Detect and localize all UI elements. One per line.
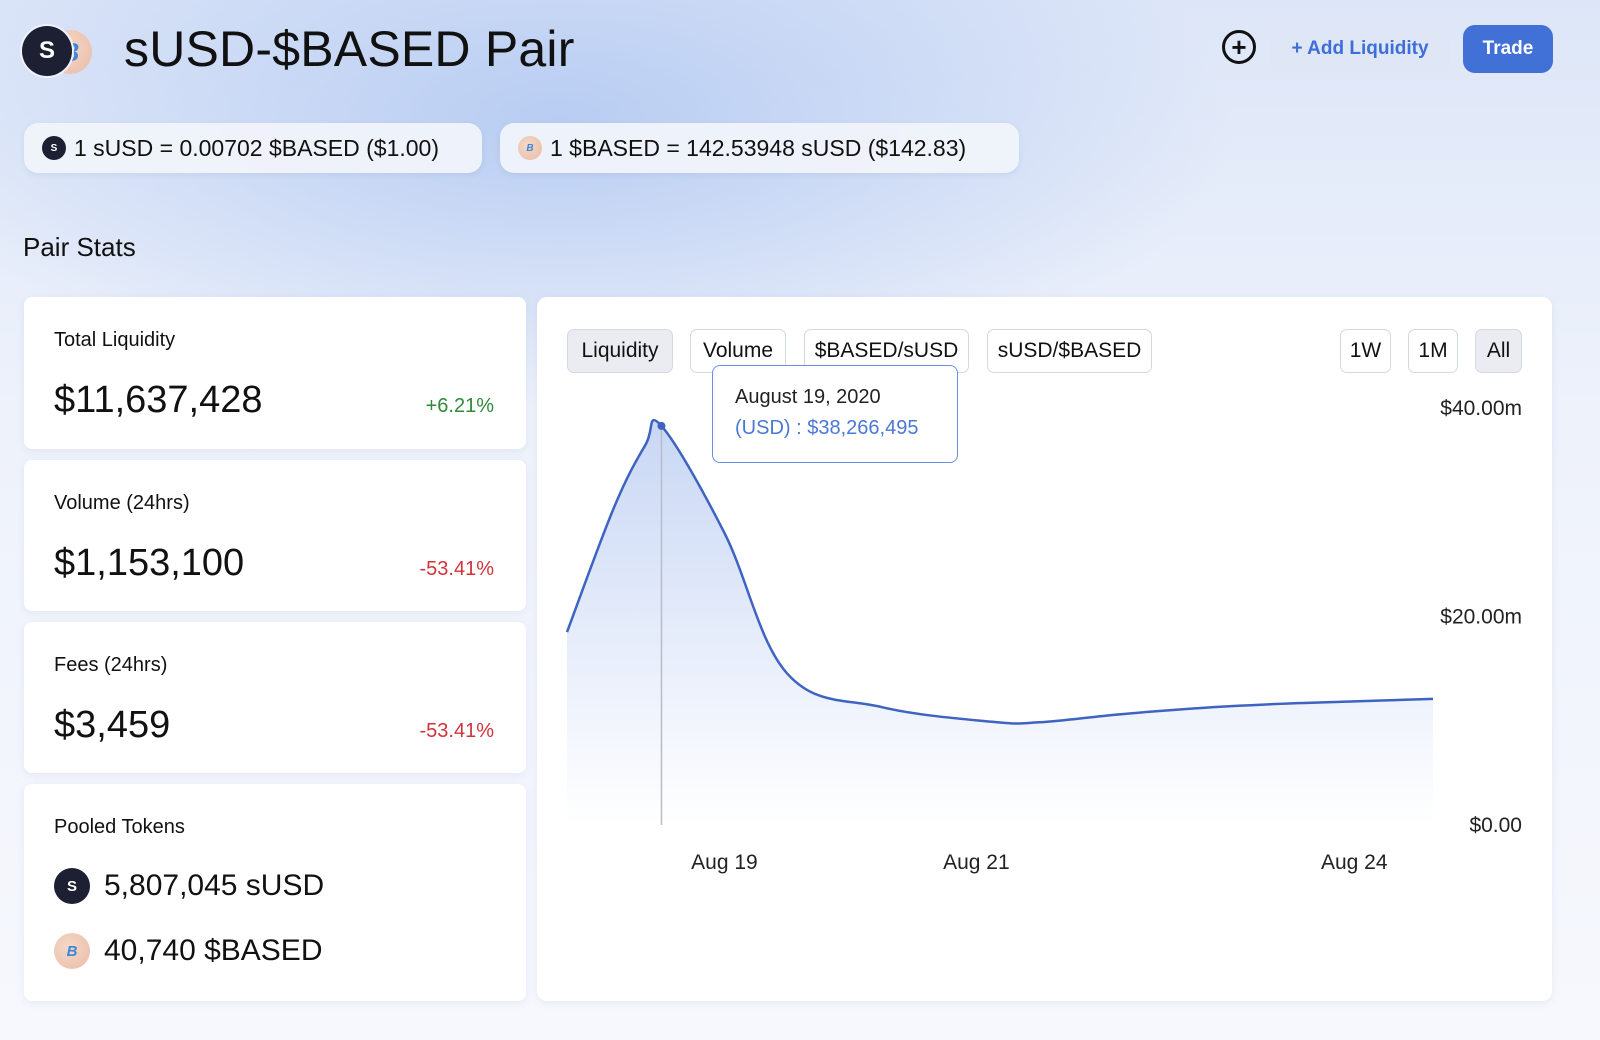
tooltip-date: August 19, 2020: [735, 386, 881, 408]
stat-change: +6.21%: [425, 395, 494, 417]
pooled-token-row: S 5,807,045 sUSD: [54, 868, 324, 904]
x-tick-label: Aug 21: [943, 851, 1010, 874]
hover-point: [657, 421, 666, 430]
stat-label: Volume (24hrs): [54, 492, 190, 514]
pooled-tokens-card: Pooled Tokens S 5,807,045 sUSD B 40,740 …: [24, 784, 526, 1001]
susd-token-icon: S: [22, 26, 72, 76]
y-tick-label: $20.00m: [1440, 605, 1522, 628]
based-token-icon: B: [54, 933, 90, 969]
page-title: sUSD-$BASED Pair: [124, 21, 575, 77]
liquidity-area: [567, 420, 1433, 825]
range-1m[interactable]: 1M: [1408, 329, 1458, 373]
y-tick-label: $40.00m: [1440, 397, 1522, 420]
fees-card: Fees (24hrs) $3,459 -53.41%: [24, 622, 526, 773]
range-all[interactable]: All: [1475, 329, 1522, 373]
susd-token-icon: S: [42, 136, 66, 160]
pooled-amount: 40,740 $BASED: [104, 934, 323, 967]
pair-logo: B S: [22, 26, 100, 78]
trade-button[interactable]: Trade: [1463, 25, 1553, 73]
tab-susd-based[interactable]: sUSD/$BASED: [987, 329, 1152, 373]
volume-card: Volume (24hrs) $1,153,100 -53.41%: [24, 460, 526, 611]
chart-tooltip: August 19, 2020 (USD) : $38,266,495: [712, 365, 958, 463]
add-liquidity-button[interactable]: + Add Liquidity: [1270, 25, 1450, 73]
pooled-token-row: B 40,740 $BASED: [54, 933, 322, 969]
stat-change: -53.41%: [419, 558, 495, 580]
stat-value: $3,459: [54, 704, 171, 746]
chart-panel: Liquidity Volume $BASED/sUSD sUSD/$BASED…: [537, 297, 1552, 1001]
susd-token-icon: S: [54, 868, 90, 904]
tab-liquidity[interactable]: Liquidity: [567, 329, 673, 373]
susd-price-text: 1 sUSD = 0.00702 $BASED ($1.00): [74, 134, 440, 161]
liquidity-line: [565, 418, 1434, 725]
pooled-amount: 5,807,045 sUSD: [104, 869, 325, 902]
tooltip-value: (USD) : $38,266,495: [735, 417, 919, 439]
stat-label: Total Liquidity: [54, 329, 176, 351]
total-liquidity-card: Total Liquidity $11,637,428 +6.21%: [24, 297, 526, 449]
stat-change: -53.41%: [419, 720, 495, 742]
stat-value: $11,637,428: [54, 379, 263, 421]
stat-label: Fees (24hrs): [54, 654, 168, 676]
liquidity-chart[interactable]: $0.00 $20.00m $40.00m Aug 19 Aug 21 Aug 24: [537, 297, 1552, 1001]
y-tick-label: $0.00: [1469, 814, 1522, 837]
pair-stats-title: Pair Stats: [23, 232, 136, 262]
range-1w[interactable]: 1W: [1340, 329, 1391, 373]
stat-value: $1,153,100: [54, 542, 245, 584]
based-price-text: 1 $BASED = 142.53948 sUSD ($142.83): [550, 134, 967, 161]
susd-price-pill: S 1 sUSD = 0.00702 $BASED ($1.00): [24, 123, 482, 173]
x-tick-label: Aug 19: [691, 851, 758, 874]
x-tick-label: Aug 24: [1321, 851, 1388, 874]
based-price-pill: B 1 $BASED = 142.53948 sUSD ($142.83): [500, 123, 1019, 173]
plus-circle-icon[interactable]: +: [1222, 30, 1256, 64]
based-token-icon: B: [518, 136, 542, 160]
stat-label: Pooled Tokens: [54, 816, 185, 838]
